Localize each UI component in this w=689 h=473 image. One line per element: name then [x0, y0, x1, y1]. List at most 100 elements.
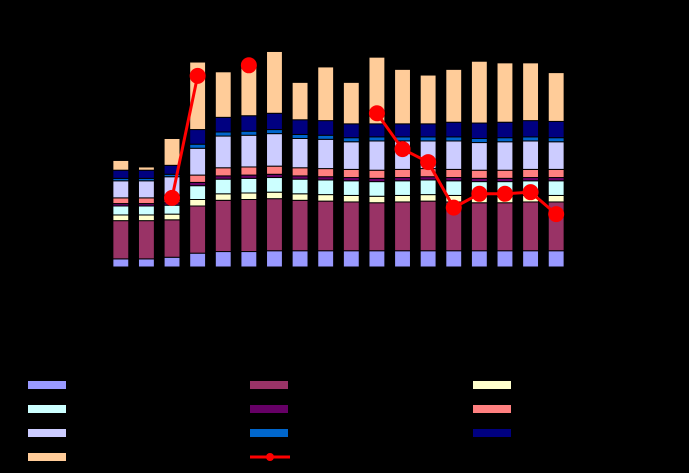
line-point [445, 199, 462, 216]
legend-swatch [473, 381, 511, 389]
bar-segment [266, 191, 283, 200]
bar-segment [496, 121, 514, 139]
bar-segment [291, 178, 309, 195]
bar-segment [496, 202, 514, 252]
legend-swatch [28, 381, 66, 389]
bar-segment [189, 185, 207, 200]
bar-segment [189, 129, 207, 145]
bar-segment [342, 250, 360, 268]
bar-segment [342, 168, 360, 179]
bar-segment [445, 180, 463, 196]
bar-segment [522, 168, 540, 179]
line-point [496, 185, 513, 202]
bar-segment [419, 136, 437, 142]
line-point [189, 67, 206, 84]
bar-segment [137, 169, 155, 179]
bar-segment [445, 121, 463, 138]
bar-segment [137, 205, 155, 216]
bar-segment [214, 167, 232, 177]
bar-segment [470, 142, 488, 171]
bar-segment [240, 134, 258, 168]
bar-segment [317, 250, 335, 268]
bar-segment [189, 252, 207, 268]
bar-segment [368, 250, 386, 268]
bar-segment [394, 68, 411, 125]
bar-segment [112, 220, 130, 260]
bar-segment [112, 197, 130, 205]
bar-segment [470, 60, 488, 124]
bar-segment [214, 199, 232, 253]
bar-segment [163, 256, 181, 268]
bar-segment [547, 168, 565, 179]
bar-segment [419, 250, 437, 268]
bar-segment [547, 137, 565, 143]
bar-segment [419, 123, 437, 138]
bar-segment [445, 140, 463, 170]
line-point [471, 185, 488, 202]
bar-segment [266, 177, 283, 193]
bar-segment [317, 194, 335, 202]
bar-segment [214, 135, 232, 169]
bar-segment [291, 193, 309, 201]
bar-segment [291, 81, 309, 121]
bar-segment [137, 197, 155, 205]
bar-segment [496, 62, 514, 123]
bar-segment [496, 250, 514, 268]
bar-segment [317, 120, 335, 136]
bar-segment [266, 50, 283, 114]
bar-segment [317, 134, 335, 140]
bar-segment [112, 258, 130, 268]
bar-segment [112, 180, 130, 199]
line-point [548, 206, 565, 223]
legend-swatch [250, 429, 288, 437]
bar-segment [445, 136, 463, 142]
bar-segment [266, 165, 283, 175]
bar-segment [240, 130, 258, 136]
bar-segment [342, 194, 360, 203]
plot-area-frame [107, 22, 570, 268]
bar-segment [470, 122, 488, 139]
bar-segment [214, 131, 232, 137]
bar-segment [522, 201, 540, 252]
bar-segment [496, 141, 514, 171]
bar-segment [214, 251, 232, 268]
bar-segment [240, 115, 258, 132]
bar-segment [291, 133, 309, 139]
legend-line-marker [266, 453, 274, 461]
bar-segment [547, 194, 565, 203]
legend-item [250, 429, 288, 437]
bar-segment [112, 214, 130, 222]
legend-item [473, 429, 511, 437]
bar-segment [342, 141, 360, 170]
bar-segment [189, 147, 207, 176]
bar-segment [368, 169, 386, 179]
bar-segment [317, 138, 335, 170]
bar-segment [112, 169, 130, 179]
bar-segment [547, 180, 565, 196]
bar-segment [368, 140, 386, 171]
legend-swatch [28, 453, 66, 461]
bar-segment [368, 136, 386, 142]
legend-swatch [473, 429, 511, 437]
bar-segment [112, 205, 130, 216]
bar-segment [266, 133, 283, 167]
legend [28, 381, 511, 461]
bar-segment [368, 195, 386, 204]
legend-item [250, 405, 288, 413]
legend-item [473, 405, 511, 413]
bar-segment [266, 112, 283, 131]
bar-segment [496, 137, 514, 143]
bar-segment [368, 181, 386, 197]
legend-item [250, 453, 290, 461]
line-point [522, 184, 539, 201]
bar-segment [522, 62, 540, 122]
bar-segment [342, 123, 360, 139]
legend-item [473, 381, 511, 389]
legend-swatch [28, 405, 66, 413]
bar-segment [547, 250, 565, 268]
bar-segment [291, 137, 309, 169]
legend-swatch [473, 405, 511, 413]
bar-segment [419, 179, 437, 196]
bar-segment [163, 204, 181, 215]
